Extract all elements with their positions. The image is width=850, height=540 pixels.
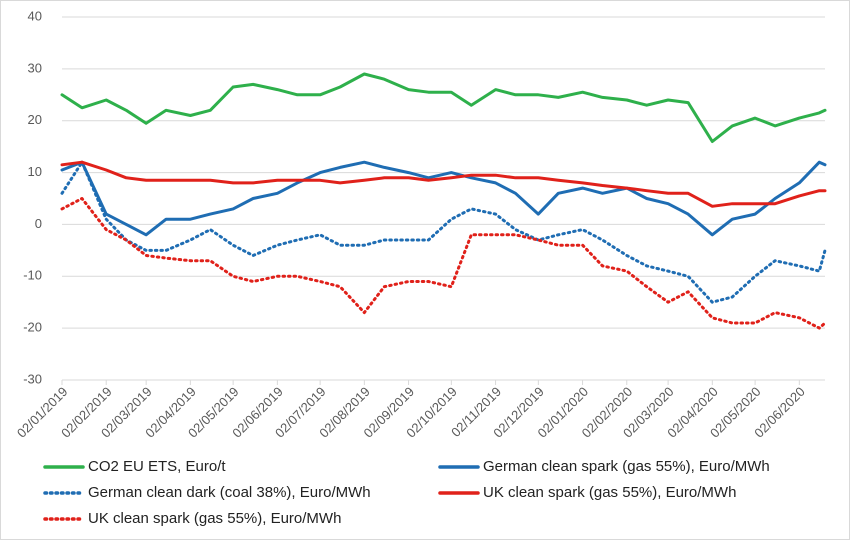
series-line: [60, 160, 827, 304]
series-line: [60, 160, 827, 208]
y-tick-label: 30: [28, 60, 42, 75]
y-tick-label: -10: [23, 268, 42, 283]
y-tick-label: 40: [28, 8, 42, 23]
legend-label: UK clean spark (gas 55%), Euro/MWh: [483, 484, 736, 501]
y-tick-label: -30: [23, 371, 42, 386]
legend-label: German clean spark (gas 55%), Euro/MWh: [483, 458, 770, 475]
legend-label: UK clean spark (gas 55%), Euro/MWh: [88, 510, 341, 527]
y-tick-label: 10: [28, 164, 42, 179]
y-tick-label: -20: [23, 320, 42, 335]
legend-label: CO2 EU ETS, Euro/t: [88, 458, 226, 475]
y-tick-label: 0: [35, 216, 42, 231]
legend-label: German clean dark (coal 38%), Euro/MWh: [88, 484, 371, 501]
y-tick-label: 20: [28, 112, 42, 127]
series-line: [60, 160, 827, 237]
series-line: [60, 72, 827, 143]
series-line: [60, 197, 827, 330]
